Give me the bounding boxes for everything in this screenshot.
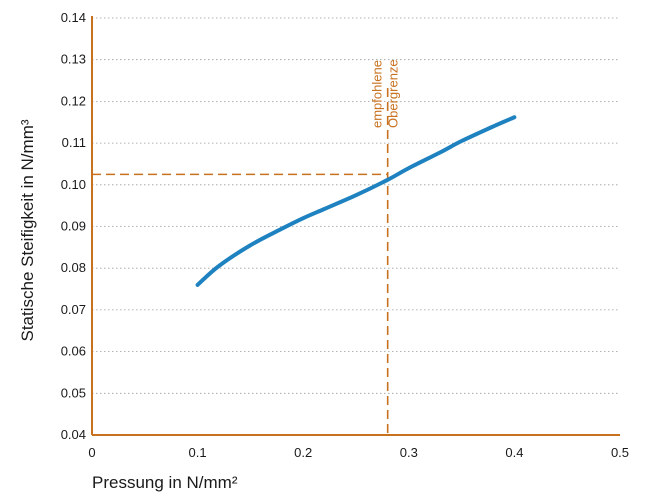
y-tick-label: 0.05	[61, 385, 86, 400]
series-layer	[195, 115, 517, 287]
y-axis-title: Statische Steifigkeit in N/mm³	[18, 119, 37, 341]
x-tick-label: 0	[88, 445, 95, 460]
x-tick-label: 0.3	[400, 445, 418, 460]
y-tick-label: 0.13	[61, 52, 86, 67]
y-tick-label: 0.11	[62, 135, 86, 150]
x-tick-label: 0.5	[611, 445, 629, 460]
x-tick-label: 0.2	[294, 445, 312, 460]
y-tick-label: 0.04	[61, 427, 86, 442]
x-tick-label: 0.1	[189, 445, 207, 460]
axes	[91, 16, 620, 436]
y-tick-label: 0.12	[61, 93, 86, 108]
x-axis-title: Pressung in N/mm²	[92, 473, 238, 492]
x-tick-label: 0.4	[505, 445, 523, 460]
y-tick-labels: 0.04 0.05 0.06 0.07 0.08 0.09 0.10 0.11 0.12 0.13…	[61, 10, 86, 442]
y-tick-label: 0.10	[61, 177, 86, 192]
y-tick-label: 0.14	[61, 10, 86, 25]
y-tick-label: 0.06	[61, 344, 86, 359]
y-tick-label: 0.09	[61, 219, 86, 234]
y-tick-label: 0.08	[61, 260, 86, 275]
annotation-label-line-2: Obergrenze	[386, 59, 401, 128]
x-tick-labels: 0 0.1 0.2 0.3 0.4 0.5	[88, 445, 629, 460]
annotation-label-line-1: empfohlene	[370, 60, 385, 128]
grid-lines	[92, 17, 620, 394]
series-line	[195, 115, 517, 287]
y-tick-label: 0.07	[61, 302, 86, 317]
recommended-limit-guides	[92, 88, 389, 435]
